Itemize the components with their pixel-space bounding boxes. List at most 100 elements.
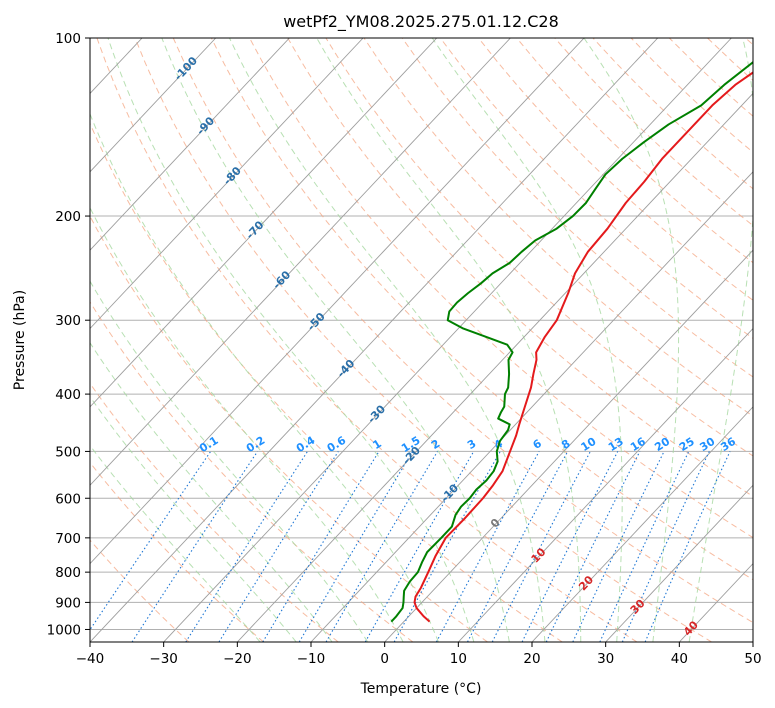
moist-adiabat [107,38,475,642]
mixing-ratio-label: 3 [465,437,478,452]
x-tick-label: 20 [523,651,540,667]
profile-series [390,61,753,623]
isotherm-line [90,38,364,330]
y-tick-label: 900 [55,595,81,611]
mixing-ratio-line [131,451,258,642]
isotherm-line [384,249,753,642]
dry-adiabat [401,38,753,378]
dry-adiabat [90,215,488,642]
mixing-ratio-line [521,451,619,642]
dry-adiabat [172,38,753,624]
isotherm-line [310,171,753,642]
isotherm-line [679,562,753,642]
y-tick-label: 400 [55,387,81,403]
x-tick-label: 30 [597,651,614,667]
y-tick-label: 500 [55,444,81,460]
dry-adiabat [745,38,753,46]
dewpoint-profile-line [390,61,753,623]
isotherm-label: -90 [194,114,217,138]
mixing-ratio-line [185,451,308,642]
y-tick-label: 200 [55,209,81,225]
mixing-ratio-label: 2 [429,437,442,452]
x-tick-label: 50 [744,651,761,667]
dry-adiabat [90,382,339,642]
dry-adiabat [134,38,712,642]
dry-adiabat [478,38,753,301]
dry-adiabat [668,38,753,117]
dry-adiabat [249,38,753,539]
x-axis-label: Temperature (°C) [360,681,482,697]
mixing-ratio-line [393,451,501,642]
moist-adiabat [90,341,333,642]
x-tick-label: 40 [671,651,688,667]
isotherm-label: -60 [270,268,293,292]
y-tick-label: 800 [55,565,81,581]
moist-adiabat [90,395,297,642]
isotherm-label: 30 [628,597,648,617]
moist-adiabat [161,38,510,642]
mixing-ratio-line [364,451,475,642]
moist-adiabat [229,38,546,642]
isotherm-label: 0 [488,516,503,531]
dry-adiabat [90,122,563,642]
isotherm-line [90,38,290,251]
isotherm-label: -100 [172,54,201,83]
mixing-ratio-line [262,451,380,642]
isotherm-label: 10 [529,545,549,565]
isotherm-label: -70 [244,218,267,242]
chart-title: wetPf2_YM08.2025.275.01.12.C28 [283,12,559,32]
isotherms [0,38,753,642]
y-tick-label: 600 [55,491,81,507]
mixing-ratio-line [218,451,339,642]
moist-adiabat [316,38,582,642]
isotherm-line [752,641,753,642]
moist-adiabat [431,38,623,642]
temperature-profile-line [413,71,753,623]
x-tick-label: −30 [149,651,178,667]
x-axis: −40 −30 −20 −10 0 10 20 30 40 50 [76,642,762,667]
mixing-ratio-lines [90,451,731,642]
x-tick-label: 10 [450,651,467,667]
isotherm-label: -30 [365,402,388,426]
isotherm-line [90,38,217,173]
isotherm-line [90,38,511,486]
isotherm-line [458,327,753,642]
mixing-ratio-line [491,451,591,642]
dry-adiabat [707,38,753,82]
moist-adiabat [688,38,753,642]
x-tick-label: −20 [223,651,252,667]
moist-adiabat [583,38,680,642]
plot-area: -100-90-80-70-60-50-40-30-20-10010203040… [0,38,753,642]
mixing-ratio-label: 6 [531,437,545,452]
plot-frame [89,37,754,643]
y-tick-label: 100 [55,31,81,47]
mixing-ratio-line [599,451,690,642]
isotherm-label: 40 [681,618,701,638]
x-tick-label: −40 [76,651,105,667]
dry-adiabat [592,38,753,190]
mixing-ratio-line [435,451,540,642]
isotherm-line [531,406,753,642]
isotherm-label: -80 [221,164,244,188]
mixing-ratio-line [90,451,212,631]
dry-adiabat [325,38,753,457]
isotherm-line [163,38,732,642]
dry-adiabat [210,38,753,581]
dry-adiabats [90,38,753,642]
isotherm-line [90,38,438,408]
x-tick-label: −10 [297,651,326,667]
y-tick-label: 1000 [47,622,81,638]
moist-adiabat [90,206,404,642]
mixing-ratio-line [644,451,731,642]
isotherm-line [0,38,68,642]
y-axis-label: Pressure (hPa) [12,290,28,390]
pressure-grid [90,38,753,630]
x-tick-label: 0 [380,651,389,667]
dry-adiabat [96,38,638,642]
mixing-ratio-line [467,451,569,642]
dry-adiabat [287,38,753,498]
isotherm-line [605,484,753,642]
mixing-ratio-line [621,451,710,642]
